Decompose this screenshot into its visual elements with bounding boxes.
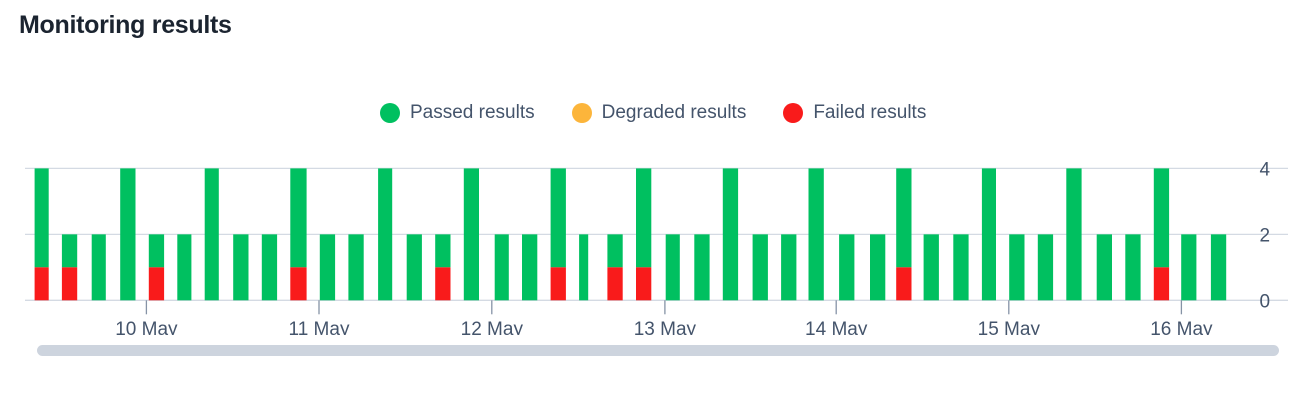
- svg-text:10 May: 10 May: [115, 319, 178, 335]
- svg-text:4: 4: [1260, 159, 1271, 180]
- svg-text:13 May: 13 May: [634, 319, 697, 335]
- svg-text:12 May: 12 May: [461, 319, 524, 335]
- svg-text:15 May: 15 May: [978, 319, 1041, 335]
- svg-text:14 May: 14 May: [805, 319, 868, 335]
- svg-text:2: 2: [1260, 225, 1271, 246]
- svg-text:0: 0: [1260, 291, 1271, 312]
- svg-text:16 May: 16 May: [1150, 319, 1213, 335]
- svg-text:11 May: 11 May: [289, 319, 350, 335]
